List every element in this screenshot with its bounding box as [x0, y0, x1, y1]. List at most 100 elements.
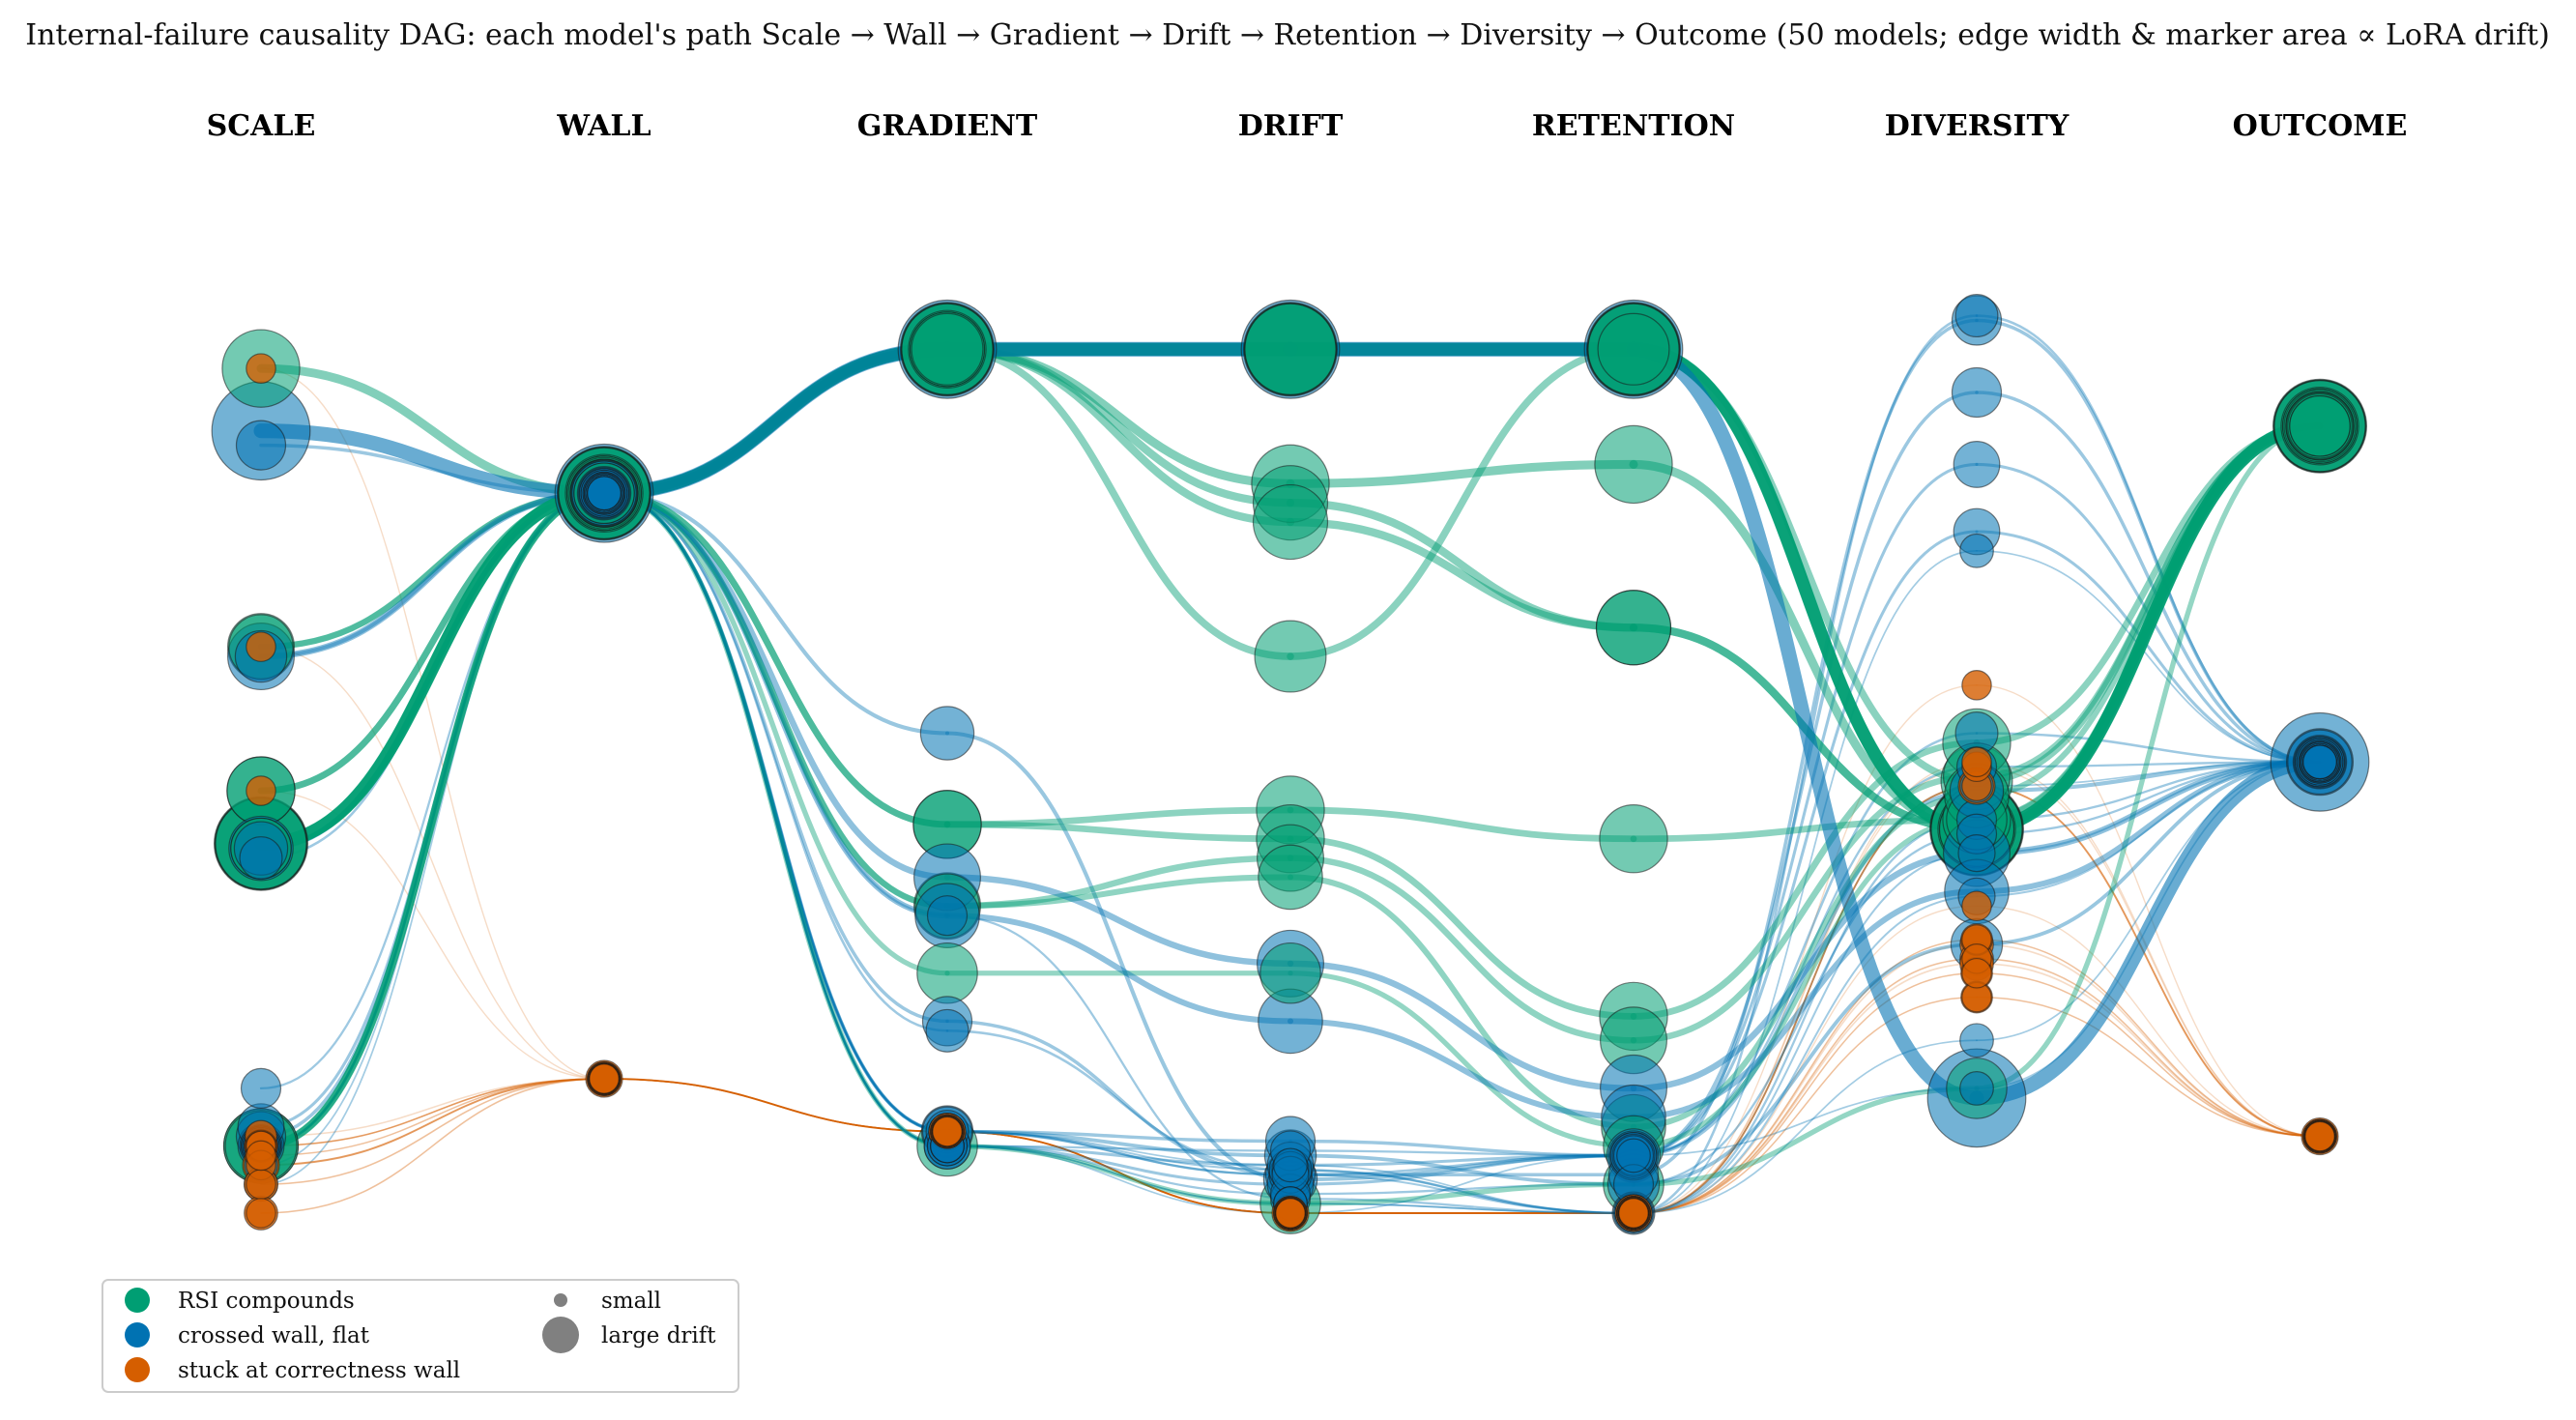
edge-rsi-scale-to-wall — [257, 490, 608, 651]
node-flat-diversity — [1959, 1071, 1994, 1106]
column-header-drift: DRIFT — [1238, 109, 1344, 143]
edge-flat-drift-to-retention — [1288, 1139, 1635, 1158]
edge-flat-drift-to-retention — [1288, 1153, 1636, 1182]
node-stuck-wall — [589, 1063, 620, 1094]
node-stuck-drift — [1275, 1198, 1306, 1229]
legend-stuck-marker — [125, 1357, 150, 1382]
edge-stuck-scale-to-wall — [260, 1078, 605, 1214]
edge-rsi-retention-to-diversity — [1627, 342, 1983, 836]
node-stuck-diversity — [1961, 746, 1992, 778]
node-rsi-gradient — [916, 942, 978, 1004]
edge-flat-diversity-to-outcome — [1975, 314, 2322, 764]
edge-rsi-scale-to-wall — [257, 489, 608, 1150]
edge-rsi-retention-to-diversity — [1630, 816, 1981, 843]
edge-stuck-scale-to-wall — [260, 367, 605, 1080]
edge-flat-scale-to-wall — [259, 491, 606, 1147]
edge-rsi-wall-to-gradient — [600, 490, 951, 910]
node-flat-diversity — [1959, 533, 1994, 568]
edge-rsi-gradient-to-drift — [943, 855, 1294, 910]
edge-flat-scale-to-wall — [259, 491, 606, 658]
node-flat-scale — [240, 1067, 282, 1110]
edge-stuck-retention-to-diversity — [1633, 939, 1978, 1214]
edge-flat-drift-to-retention — [1288, 1169, 1635, 1215]
edge-flat-drift-to-retention — [1288, 1153, 1635, 1167]
node-rsi-drift — [1259, 942, 1321, 1004]
node-stuck-diversity — [1961, 957, 1992, 989]
edge-flat-scale-to-wall — [260, 492, 605, 1147]
edge-flat-wall-to-gradient — [601, 491, 950, 736]
edge-rsi-wall-to-gradient — [600, 489, 951, 828]
edge-rsi-scale-to-wall — [257, 490, 608, 651]
node-rsi-drift — [1244, 303, 1337, 395]
edge-flat-drift-to-retention — [1288, 1183, 1635, 1196]
edge-flat-retention-to-diversity — [1633, 895, 1978, 1214]
edge-stuck-diversity-to-outcome — [1976, 972, 2321, 1138]
legend-rsi-marker — [125, 1288, 150, 1313]
edge-stuck-retention-to-diversity — [1633, 684, 1978, 1214]
edge-stuck-diversity-to-outcome — [1976, 962, 2321, 1138]
edge-rsi-drift-to-retention — [1287, 806, 1637, 843]
node-flat-outcome — [2302, 744, 2337, 780]
edge-flat-scale-to-wall — [259, 492, 606, 1147]
node-flat-scale — [235, 420, 287, 471]
edge-stuck-retention-to-diversity — [1633, 766, 1978, 1214]
edge-flat-drift-to-retention — [1289, 1174, 1635, 1214]
edge-flat-scale-to-wall — [259, 492, 606, 1147]
edge-flat-wall-to-gradient — [602, 491, 949, 1024]
edge-flat-scale-to-wall — [253, 423, 612, 501]
legend-flat-marker — [125, 1322, 150, 1348]
edge-rsi-scale-to-wall — [256, 489, 609, 1150]
edge-rsi-wall-to-gradient — [601, 490, 950, 976]
edge-rsi-gradient-to-drift — [942, 345, 1295, 507]
node-rsi-drift — [1254, 620, 1327, 693]
edge-stuck-retention-to-diversity — [1633, 958, 1978, 1214]
node-rsi-drift — [1252, 483, 1329, 561]
edge-flat-wall-to-gradient — [602, 491, 949, 1134]
edge-flat-wall-to-gradient — [602, 491, 949, 1134]
edge-stuck-retention-to-diversity — [1633, 905, 1978, 1214]
node-flat-retention — [1616, 1138, 1651, 1174]
edge-rsi-drift-to-retention — [1288, 1181, 1636, 1206]
edge-flat-scale-to-wall — [260, 492, 605, 1167]
legend-flat-label: crossed wall, flat — [178, 1323, 370, 1348]
edge-stuck-scale-to-wall — [260, 1078, 605, 1186]
edge-rsi-drift-to-retention — [1287, 835, 1637, 1020]
edge-rsi-retention-to-diversity — [1630, 739, 1981, 1020]
edge-flat-scale-to-wall — [257, 490, 608, 660]
edge-flat-diversity-to-outcome — [1975, 732, 2322, 764]
edge-flat-diversity-to-outcome — [1975, 318, 2322, 765]
node-stuck-scale — [246, 775, 276, 806]
edge-stuck-scale-to-wall — [260, 1078, 605, 1214]
edge-flat-wall-to-gradient — [602, 491, 949, 1148]
node-stuck-scale — [246, 631, 276, 662]
edge-stuck-diversity-to-outcome — [1976, 939, 2321, 1138]
edge-flat-diversity-to-outcome — [1975, 530, 2322, 764]
edge-rsi-diversity-to-outcome — [1970, 419, 2327, 836]
legend: RSI compounds crossed wall, flat stuck a… — [101, 1279, 739, 1393]
edge-flat-retention-to-diversity — [1630, 888, 1981, 1120]
edge-flat-wall-to-gradient — [602, 491, 949, 1133]
edge-stuck-diversity-to-outcome — [1976, 905, 2321, 1138]
edge-flat-drift-to-retention — [1289, 1154, 1635, 1214]
edge-flat-gradient-to-drift — [946, 1130, 1291, 1167]
node-flat-gradient — [925, 1008, 970, 1053]
edge-flat-retention-to-diversity — [1632, 832, 1979, 1186]
node-stuck-diversity — [1961, 670, 1992, 701]
edge-stuck-diversity-to-outcome — [1976, 958, 2321, 1138]
edge-flat-drift-to-retention — [1288, 1153, 1635, 1186]
edge-stuck-scale-to-wall — [260, 790, 605, 1080]
edge-flat-retention-to-diversity — [1630, 850, 1981, 1092]
edge-flat-gradient-to-drift — [945, 914, 1292, 1201]
column-header-outcome: OUTCOME — [2233, 109, 2408, 143]
legend-large-marker — [542, 1317, 579, 1353]
edge-flat-retention-to-diversity — [1632, 818, 1979, 1215]
edge-flat-gradient-to-drift — [945, 1144, 1292, 1186]
node-flat-diversity — [1954, 294, 1999, 338]
edge-flat-gradient-to-drift — [946, 1145, 1291, 1204]
node-flat-gradient — [926, 895, 969, 937]
edge-flat-gradient-to-drift — [945, 1029, 1292, 1172]
node-stuck-scale — [246, 1140, 276, 1172]
node-flat-gradient — [919, 706, 975, 761]
edge-flat-diversity-to-outcome — [1975, 761, 2322, 835]
node-rsi-retention — [1599, 804, 1668, 874]
